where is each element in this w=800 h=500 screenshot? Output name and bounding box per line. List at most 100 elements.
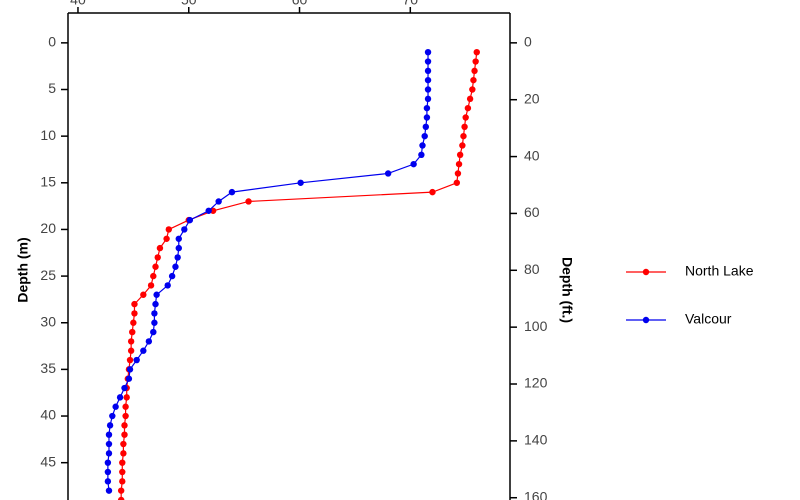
data-point <box>121 422 128 429</box>
data-point <box>456 151 464 159</box>
data-point <box>471 67 478 75</box>
data-point <box>119 459 126 466</box>
data-point <box>112 403 119 410</box>
data-point <box>297 179 304 186</box>
data-point <box>455 160 463 168</box>
legend-label: Valcour <box>685 311 732 327</box>
data-point <box>116 394 124 401</box>
data-point <box>117 496 125 500</box>
y2-axis-label: Depth (ft.) <box>559 257 575 323</box>
data-point <box>120 450 127 457</box>
data-point <box>105 487 113 494</box>
data-point <box>127 347 135 354</box>
x-tick-label: 50 <box>181 0 197 8</box>
data-point <box>461 123 468 131</box>
data-point <box>174 254 181 261</box>
data-point <box>424 67 432 75</box>
y-tick-label: 10 <box>40 127 56 143</box>
data-point <box>106 422 114 429</box>
data-point <box>140 291 147 298</box>
y2-tick-label: 60 <box>524 204 540 220</box>
data-point <box>129 328 136 336</box>
data-point <box>469 86 476 93</box>
data-point <box>147 282 155 289</box>
data-point <box>109 412 116 420</box>
y2-tick-label: 80 <box>524 261 540 277</box>
data-point <box>119 468 126 476</box>
data-point <box>121 431 128 438</box>
data-point <box>104 459 112 466</box>
data-point <box>131 310 138 317</box>
data-point <box>126 356 134 364</box>
y-tick-label: 25 <box>40 267 56 283</box>
y2-tick-label: 0 <box>524 34 532 50</box>
data-point <box>104 468 112 476</box>
data-point <box>175 244 182 252</box>
data-point <box>418 151 425 159</box>
data-point <box>453 179 461 186</box>
data-point <box>424 58 432 65</box>
legend-marker <box>642 316 650 324</box>
data-point <box>462 114 469 121</box>
data-point <box>172 263 179 270</box>
data-point <box>209 207 217 214</box>
data-point <box>125 375 133 382</box>
data-point <box>470 76 477 84</box>
y-tick-label: 20 <box>40 220 56 236</box>
y-tick-label: 35 <box>40 360 56 376</box>
data-point <box>120 440 127 448</box>
data-point <box>105 440 113 448</box>
data-point <box>121 384 128 392</box>
data-point <box>122 403 129 410</box>
data-point <box>181 226 188 233</box>
data-point <box>473 48 480 56</box>
data-point <box>119 478 126 485</box>
data-point <box>154 254 161 261</box>
data-point <box>130 319 137 326</box>
data-point <box>454 170 462 177</box>
y-tick-label: 15 <box>40 174 56 190</box>
data-point <box>164 282 171 289</box>
data-point <box>186 216 194 224</box>
data-point <box>152 300 159 308</box>
data-point <box>156 244 164 252</box>
data-point <box>422 123 430 131</box>
data-point <box>105 450 113 457</box>
y2-tick-label: 20 <box>524 90 540 106</box>
data-point <box>410 160 417 168</box>
series-line <box>107 52 429 491</box>
data-point <box>423 104 431 112</box>
data-point <box>424 86 432 93</box>
y2-tick-label: 140 <box>524 432 548 448</box>
y-tick-label: 40 <box>40 407 56 423</box>
data-point <box>421 132 428 140</box>
data-point <box>105 431 113 438</box>
data-point <box>127 338 135 345</box>
y2-tick-label: 100 <box>524 318 548 334</box>
x-tick-label: 70 <box>403 0 419 8</box>
x-tick-label: 40 <box>70 0 86 8</box>
data-point <box>464 104 472 112</box>
data-point <box>472 58 479 65</box>
data-point <box>131 300 138 308</box>
y-tick-label: 0 <box>48 34 56 50</box>
data-point <box>424 48 432 56</box>
y-tick-label: 5 <box>48 80 56 96</box>
data-point <box>423 114 431 121</box>
data-point <box>150 272 157 280</box>
data-point <box>150 328 157 336</box>
y-tick-label: 45 <box>40 453 56 469</box>
data-point <box>205 207 212 214</box>
data-point <box>466 95 474 103</box>
data-point <box>152 263 159 270</box>
data-point <box>123 394 130 401</box>
y2-tick-label: 160 <box>524 488 548 500</box>
data-point <box>175 235 182 242</box>
data-point <box>168 272 176 280</box>
data-point <box>215 198 222 205</box>
data-point <box>429 188 436 196</box>
y2-tick-label: 120 <box>524 375 548 391</box>
data-point <box>228 188 236 196</box>
y-tick-label: 30 <box>40 313 56 329</box>
